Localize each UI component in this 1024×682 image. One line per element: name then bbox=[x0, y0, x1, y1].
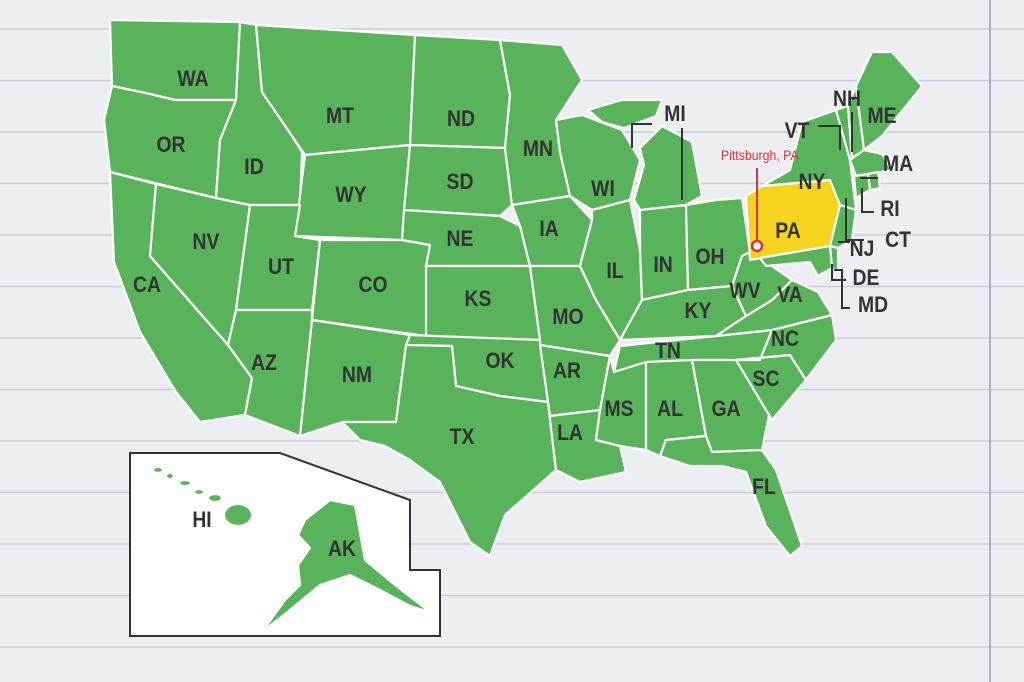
state-label-nm: NM bbox=[342, 363, 372, 387]
state-label-ms: MS bbox=[604, 397, 633, 421]
state-label-ga: GA bbox=[711, 397, 740, 421]
state-label-ca: CA bbox=[133, 273, 161, 297]
state-wa[interactable] bbox=[108, 18, 242, 102]
state-hi[interactable] bbox=[151, 465, 165, 475]
state-label-va: VA bbox=[777, 283, 802, 307]
state-label-nv: NV bbox=[193, 230, 220, 254]
state-mi[interactable] bbox=[632, 124, 704, 212]
state-me[interactable] bbox=[854, 50, 924, 152]
state-label-ne: NE bbox=[447, 227, 474, 251]
state-label-il: IL bbox=[606, 259, 624, 283]
state-label-az: AZ bbox=[251, 351, 277, 375]
leader-line bbox=[631, 123, 652, 148]
state-label-nj: NJ bbox=[850, 237, 875, 261]
state-label-wi: WI bbox=[591, 177, 615, 201]
state-label-ok: OK bbox=[485, 349, 514, 373]
state-label-al: AL bbox=[657, 397, 683, 421]
state-label-sd: SD bbox=[447, 170, 474, 194]
state-sd[interactable] bbox=[402, 143, 514, 218]
state-label-ks: KS bbox=[465, 287, 492, 311]
leader-line bbox=[845, 198, 864, 241]
state-label-wv: WV bbox=[729, 279, 760, 303]
state-label-ar: AR bbox=[553, 359, 581, 383]
state-nj[interactable] bbox=[828, 203, 858, 250]
state-label-nh: NH bbox=[833, 87, 861, 111]
state-label-sc: SC bbox=[753, 367, 780, 391]
state-label-tn: TN bbox=[655, 339, 681, 363]
state-label-ct: CT bbox=[885, 228, 911, 252]
leader-line bbox=[834, 269, 850, 309]
state-label-mi: MI bbox=[664, 102, 686, 126]
state-label-vt: VT bbox=[785, 119, 810, 143]
state-hi[interactable] bbox=[192, 487, 206, 497]
state-ak[interactable] bbox=[260, 498, 432, 634]
state-label-ia: IA bbox=[539, 217, 558, 241]
state-az[interactable] bbox=[226, 308, 314, 438]
state-label-mo: MO bbox=[552, 305, 583, 329]
state-label-ky: KY bbox=[685, 299, 712, 323]
state-label-tx: TX bbox=[450, 425, 475, 449]
state-label-me: ME bbox=[867, 104, 896, 128]
leader-line bbox=[861, 188, 874, 213]
leader-line bbox=[818, 125, 841, 150]
state-tx[interactable] bbox=[340, 343, 558, 558]
state-label-de: DE bbox=[853, 266, 880, 290]
state-label-in: IN bbox=[653, 253, 672, 277]
state-label-hi: HI bbox=[192, 508, 211, 532]
state-hi[interactable] bbox=[177, 478, 193, 488]
pin-label: Pittsburgh, PA bbox=[721, 147, 799, 163]
state-label-ri: RI bbox=[880, 197, 899, 221]
state-hi[interactable] bbox=[206, 492, 224, 504]
state-label-ut: UT bbox=[268, 255, 294, 279]
state-ma[interactable] bbox=[848, 148, 894, 178]
state-label-ak: AK bbox=[328, 537, 356, 561]
state-label-mn: MN bbox=[523, 137, 553, 161]
state-label-md: MD bbox=[858, 293, 888, 317]
state-label-or: OR bbox=[156, 133, 185, 157]
state-fl[interactable] bbox=[658, 434, 804, 558]
state-label-wa: WA bbox=[177, 67, 208, 91]
state-label-oh: OH bbox=[695, 245, 724, 269]
state-ct[interactable] bbox=[852, 172, 872, 200]
state-label-fl: FL bbox=[752, 475, 776, 499]
location-pin-circle-icon[interactable] bbox=[750, 239, 764, 253]
state-label-co: CO bbox=[358, 273, 387, 297]
state-label-ny: NY bbox=[799, 170, 826, 194]
state-label-mt: MT bbox=[326, 104, 354, 128]
state-label-nd: ND bbox=[447, 107, 475, 131]
state-label-ma: MA bbox=[883, 152, 913, 176]
state-label-id: ID bbox=[244, 155, 263, 179]
state-md[interactable] bbox=[758, 244, 834, 278]
state-mi[interactable] bbox=[586, 98, 664, 130]
state-hi[interactable] bbox=[222, 502, 254, 528]
state-label-nc: NC bbox=[771, 327, 799, 351]
state-label-pa: PA bbox=[775, 219, 800, 243]
state-label-la: LA bbox=[557, 421, 583, 445]
state-label-wy: WY bbox=[335, 183, 366, 207]
state-hi[interactable] bbox=[164, 471, 176, 481]
